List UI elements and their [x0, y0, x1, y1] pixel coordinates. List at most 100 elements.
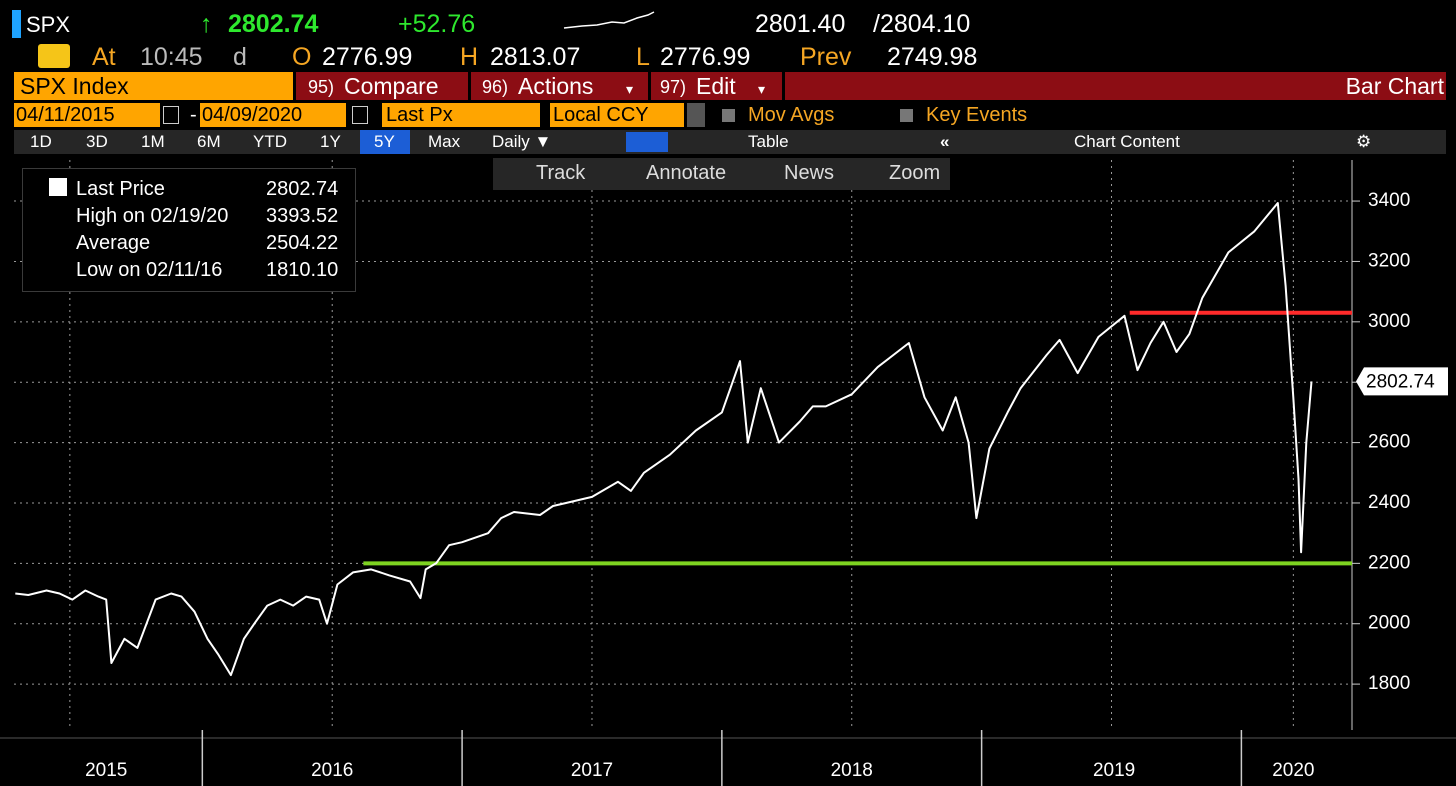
stat-value: 3393.52: [266, 205, 339, 227]
delay-flag: d: [233, 43, 247, 71]
tool-button[interactable]: Annotate: [646, 162, 727, 184]
tool-button[interactable]: Track: [536, 162, 586, 184]
period-button[interactable]: 1D: [30, 132, 52, 151]
price-tag: 2802.74: [1366, 371, 1435, 392]
last-price: 2802.74: [228, 10, 319, 38]
high-value: 2813.07: [490, 43, 581, 71]
period-button[interactable]: Max: [428, 132, 461, 151]
x-tick-label: 2017: [571, 760, 613, 781]
separator: [782, 72, 785, 100]
dropdown-caret: ▾: [626, 81, 634, 97]
period-button[interactable]: 1M: [141, 132, 165, 151]
legend-swatch: [49, 178, 67, 196]
table-button[interactable]: Table: [748, 132, 789, 151]
ticker: SPX: [26, 12, 71, 37]
y-tick-label: 1800: [1368, 673, 1410, 694]
stat-value: 2504.22: [266, 232, 339, 254]
checkbox[interactable]: [722, 109, 735, 122]
high-label: H: [460, 43, 479, 71]
mov-avgs[interactable]: Mov Avgs: [748, 104, 835, 126]
currency-dropdown[interactable]: [687, 103, 705, 127]
chart-toolbar: [493, 158, 950, 190]
stat-value: 1810.10: [266, 259, 339, 281]
menu-number: 95): [308, 77, 335, 97]
at-label: At: [92, 43, 116, 71]
menu-number: 97): [660, 77, 687, 97]
dropdown-caret: ▾: [758, 81, 766, 97]
x-tick-label: 2018: [831, 760, 873, 781]
field-select[interactable]: [382, 103, 540, 127]
calendar-icon[interactable]: [163, 106, 179, 124]
checkbox[interactable]: [900, 109, 913, 122]
prev-value: 2749.98: [887, 43, 978, 71]
ticker-marker: [12, 10, 21, 38]
edit-button[interactable]: Edit: [696, 73, 736, 99]
low-value: 2776.99: [660, 43, 751, 71]
selected-period: [360, 130, 410, 154]
actions-button[interactable]: Actions: [518, 73, 594, 99]
menu-bar: [296, 72, 1446, 100]
stat-label: Last Price: [76, 178, 165, 200]
stat-label: Low on 02/11/16: [76, 259, 223, 281]
date-dash: -: [190, 104, 197, 126]
stat-label: High on 02/19/20: [76, 205, 229, 227]
y-tick-label: 2400: [1368, 492, 1410, 513]
up-arrow: ↑: [200, 10, 213, 38]
start-date-field[interactable]: [14, 103, 160, 127]
view-name: Bar Chart: [1345, 73, 1444, 99]
y-tick-label: 2600: [1368, 432, 1410, 453]
y-tick-label: 2200: [1368, 552, 1410, 573]
ask: /2804.10: [873, 10, 971, 38]
period-button[interactable]: 1Y: [320, 132, 341, 151]
start-date: 04/11/2015: [16, 104, 115, 126]
price-tag-box: [1356, 367, 1448, 396]
calendar-icon[interactable]: [352, 106, 368, 124]
period-bar: [14, 130, 1446, 154]
menu-number: 96): [482, 77, 509, 97]
settings-icon[interactable]: ⚙: [1356, 132, 1372, 151]
separator: [468, 72, 471, 100]
time: 10:45: [140, 43, 203, 71]
chart-content[interactable]: Chart Content: [1074, 132, 1180, 151]
open-label: O: [292, 43, 312, 71]
y-tick-label: 2000: [1368, 613, 1410, 634]
frequency[interactable]: Daily ▼: [492, 132, 552, 151]
period-button[interactable]: 3D: [86, 132, 108, 151]
stat-label: Average: [76, 232, 151, 254]
period-button[interactable]: YTD: [253, 132, 287, 151]
tool-button[interactable]: News: [784, 162, 835, 184]
y-tick-label: 3000: [1368, 311, 1410, 332]
low-label: L: [636, 43, 650, 71]
tool-button[interactable]: Zoom: [889, 162, 941, 184]
key-events[interactable]: Key Events: [926, 104, 1028, 126]
y-tick-label: 3400: [1368, 190, 1410, 211]
collapse-button[interactable]: «: [940, 132, 950, 151]
price-line: [15, 202, 1313, 677]
end-date: 04/09/2020: [202, 104, 303, 126]
x-tick-label: 2020: [1272, 760, 1314, 781]
security: SPX Index: [20, 73, 129, 99]
field: Last Px: [386, 104, 453, 126]
chart-style[interactable]: [626, 132, 668, 152]
x-tick-label: 2019: [1093, 760, 1135, 781]
x-tick-label: 2015: [85, 760, 127, 781]
stat-value: 2802.74: [266, 178, 339, 200]
legend-box: [22, 168, 356, 292]
delay-icon: [38, 44, 70, 68]
currency: Local CCY: [553, 104, 649, 126]
net-change: +52.76: [398, 10, 476, 38]
compare-button[interactable]: Compare: [344, 73, 439, 99]
security-field[interactable]: [14, 72, 293, 100]
open-value: 2776.99: [322, 43, 413, 71]
bid: 2801.40: [755, 10, 846, 38]
separator: [648, 72, 651, 100]
x-tick-label: 2016: [311, 760, 353, 781]
currency-select[interactable]: [550, 103, 684, 127]
y-tick-label: 3200: [1368, 250, 1410, 271]
period-button[interactable]: 6M: [197, 132, 221, 151]
end-date-field[interactable]: [200, 103, 346, 127]
period-button[interactable]: 5Y: [374, 132, 395, 151]
